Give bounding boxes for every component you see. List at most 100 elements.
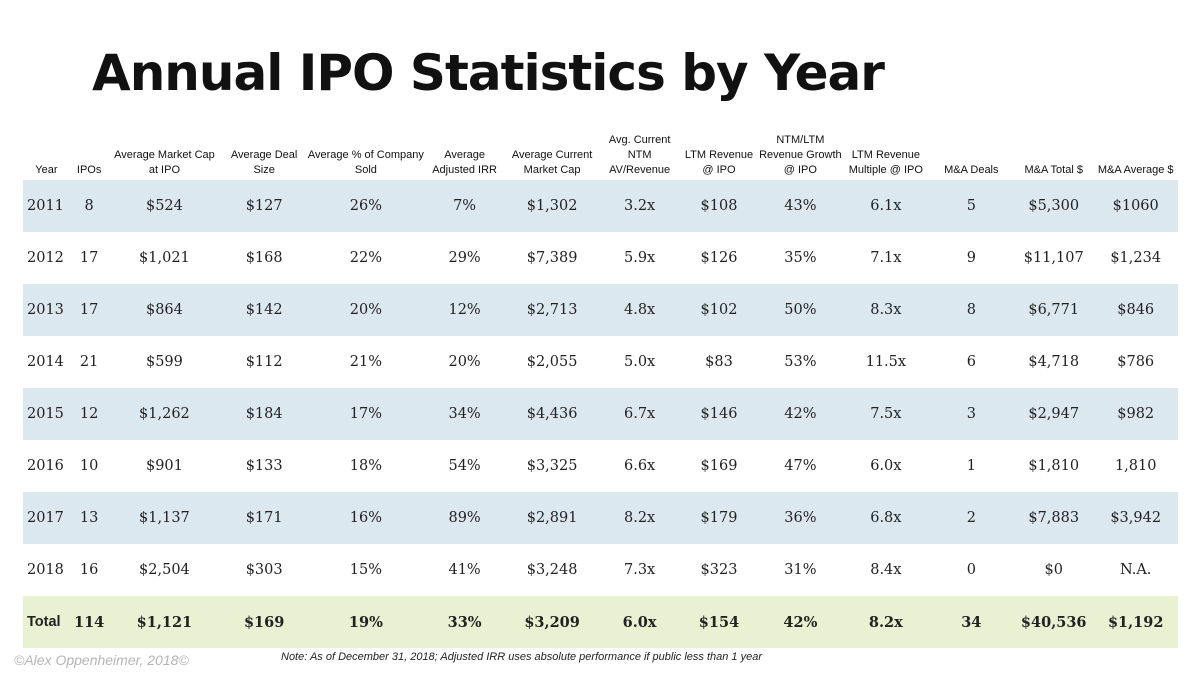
cell-revenue-growth: 53%: [784, 354, 817, 370]
cell-avg-current-market-cap: $3,325: [526, 458, 578, 474]
cell-avg-adjusted-irr: 12%: [423, 284, 506, 336]
cell-ma-average: $982: [1093, 388, 1178, 440]
cell-ipos: 17: [79, 250, 99, 266]
cell-avg-percent-sold: 22%: [349, 250, 382, 266]
cell-ltm-revenue: $146: [680, 388, 758, 440]
cell-year: 2013: [23, 284, 70, 336]
total-cell-avg-current-market-cap: $3,209: [505, 596, 599, 648]
cell-ipos: 17: [69, 284, 109, 336]
cell-avg-percent-sold: 16%: [307, 492, 424, 544]
cell-ltm-revenue: $126: [700, 250, 738, 266]
page-title: Annual IPO Statistics by Year: [92, 44, 885, 102]
cell-avg-current-market-cap: $2,713: [505, 284, 599, 336]
cell-revenue-growth: 35%: [784, 250, 817, 266]
table-row: 2011 8 $524 $127 26% 7% $1,302 3.2x $108 43% 6.1x 5…: [23, 180, 1178, 232]
cell-revenue-growth: 36%: [757, 492, 844, 544]
cell-ntm-av-revenue: 4.8x: [598, 284, 681, 336]
total-cell-revenue-growth: 42%: [757, 596, 844, 648]
cell-ltm-revenue: $323: [700, 562, 738, 578]
cell-ma-average: $786: [1117, 354, 1155, 370]
cell-ma-average: $1060: [1093, 180, 1178, 232]
cell-revenue-multiple: 6.8x: [843, 492, 929, 544]
cell-ltm-revenue: $102: [680, 284, 758, 336]
cell-avg-market-cap: $599: [145, 354, 183, 370]
cell-avg-current-market-cap: $4,436: [505, 388, 599, 440]
cell-revenue-growth: 31%: [784, 562, 817, 578]
cell-avg-percent-sold: 18%: [349, 458, 382, 474]
header-ntm-ltm-revenue-growth: NTM/LTM Revenue Growth @ IPO: [759, 134, 842, 176]
cell-ntm-av-revenue: 5.0x: [623, 354, 656, 370]
cell-ma-average: $1,234: [1110, 250, 1162, 266]
cell-avg-current-market-cap: $1,302: [505, 180, 599, 232]
cell-avg-adjusted-irr: 29%: [448, 250, 481, 266]
cell-revenue-growth: 42%: [757, 388, 844, 440]
total-cell-ma-total: $40,536: [1014, 596, 1094, 648]
cell-ma-total: $1,810: [1028, 458, 1080, 474]
cell-avg-percent-sold: 15%: [349, 562, 382, 578]
cell-ma-deals: 6: [966, 354, 976, 370]
cell-avg-market-cap: $524: [108, 180, 221, 232]
cell-ma-total: $11,107: [1023, 250, 1084, 266]
table-body: 2011 8 $524 $127 26% 7% $1,302 3.2x $108 43% 6.1x 5…: [23, 180, 1178, 648]
cell-ma-total: $6,771: [1014, 284, 1094, 336]
cell-ltm-revenue: $108: [680, 180, 758, 232]
header-year: Year: [35, 164, 58, 176]
cell-avg-market-cap: $864: [108, 284, 221, 336]
header-avg-adjusted-irr: Average Adjusted IRR: [432, 149, 497, 176]
cell-ma-deals: 1: [966, 458, 976, 474]
cell-revenue-multiple: 6.1x: [843, 180, 929, 232]
table-row: 2012 17 $1,021 $168 22% 29% $7,389 5.9x $126 35% 7…: [23, 232, 1178, 284]
cell-revenue-growth: 43%: [757, 180, 844, 232]
ipo-statistics-table: Year IPOs Average Market Cap at IPO Aver…: [23, 131, 1178, 648]
total-cell-avg-deal-size: $169: [220, 596, 308, 648]
cell-avg-deal-size: $133: [245, 458, 283, 474]
cell-ntm-av-revenue: 3.2x: [598, 180, 681, 232]
cell-avg-adjusted-irr: 34%: [423, 388, 506, 440]
header-avg-market-cap-at-ipo: Average Market Cap at IPO: [114, 149, 215, 176]
cell-avg-adjusted-irr: 89%: [423, 492, 506, 544]
header-ipos: IPOs: [76, 164, 102, 176]
cell-ma-average: N.A.: [1119, 562, 1152, 578]
cell-year: 2017: [23, 492, 70, 544]
total-cell-ntm-av-revenue: 6.0x: [598, 596, 681, 648]
header-ma-deals: M&A Deals: [944, 164, 999, 176]
cell-ltm-revenue: $179: [680, 492, 758, 544]
cell-avg-market-cap: $2,504: [139, 562, 190, 578]
header-avg-current-ntm-av-revenue: Avg. Current NTM AV/Revenue: [608, 134, 671, 176]
cell-ltm-revenue: $83: [705, 354, 733, 370]
cell-revenue-multiple: 7.1x: [870, 250, 902, 266]
cell-avg-current-market-cap: $7,389: [526, 250, 578, 266]
cell-avg-deal-size: $184: [220, 388, 308, 440]
cell-revenue-multiple: 7.5x: [843, 388, 929, 440]
cell-year: 2015: [23, 388, 70, 440]
cell-avg-market-cap: $1,137: [108, 492, 221, 544]
cell-avg-percent-sold: 26%: [307, 180, 424, 232]
total-cell-avg-percent-sold: 19%: [307, 596, 424, 648]
cell-avg-deal-size: $171: [220, 492, 308, 544]
cell-ma-deals: 2: [928, 492, 1015, 544]
total-cell-ltm-revenue: $154: [680, 596, 758, 648]
header-avg-deal-size: Average Deal Size: [230, 149, 298, 176]
cell-avg-deal-size: $303: [245, 562, 283, 578]
cell-avg-deal-size: $142: [220, 284, 308, 336]
cell-revenue-multiple: 8.4x: [870, 562, 902, 578]
cell-revenue-multiple: 8.3x: [843, 284, 929, 336]
table-row: 2014 21 $599 $112 21% 20% $2,055 5.0x $83 53% 11.5…: [23, 336, 1178, 388]
cell-ma-total: $4,718: [1028, 354, 1080, 370]
cell-ntm-av-revenue: 8.2x: [598, 492, 681, 544]
cell-avg-adjusted-irr: 54%: [448, 458, 481, 474]
cell-ma-deals: 8: [928, 284, 1015, 336]
header-ltm-revenue-multiple: LTM Revenue Multiple @ IPO: [848, 149, 923, 176]
cell-avg-adjusted-irr: 7%: [423, 180, 506, 232]
cell-ma-deals: 0: [966, 562, 976, 578]
cell-ma-total: $2,947: [1014, 388, 1094, 440]
cell-avg-market-cap: $901: [145, 458, 183, 474]
cell-avg-deal-size: $112: [245, 354, 283, 370]
cell-ntm-av-revenue: 6.6x: [623, 458, 656, 474]
total-cell-ma-average: $1,192: [1093, 596, 1178, 648]
cell-ma-total: $0: [1044, 562, 1063, 578]
cell-ipos: 13: [69, 492, 109, 544]
total-cell-revenue-multiple: 8.2x: [843, 596, 929, 648]
cell-avg-current-market-cap: $2,891: [505, 492, 599, 544]
header-row: Year IPOs Average Market Cap at IPO Aver…: [23, 131, 1178, 180]
